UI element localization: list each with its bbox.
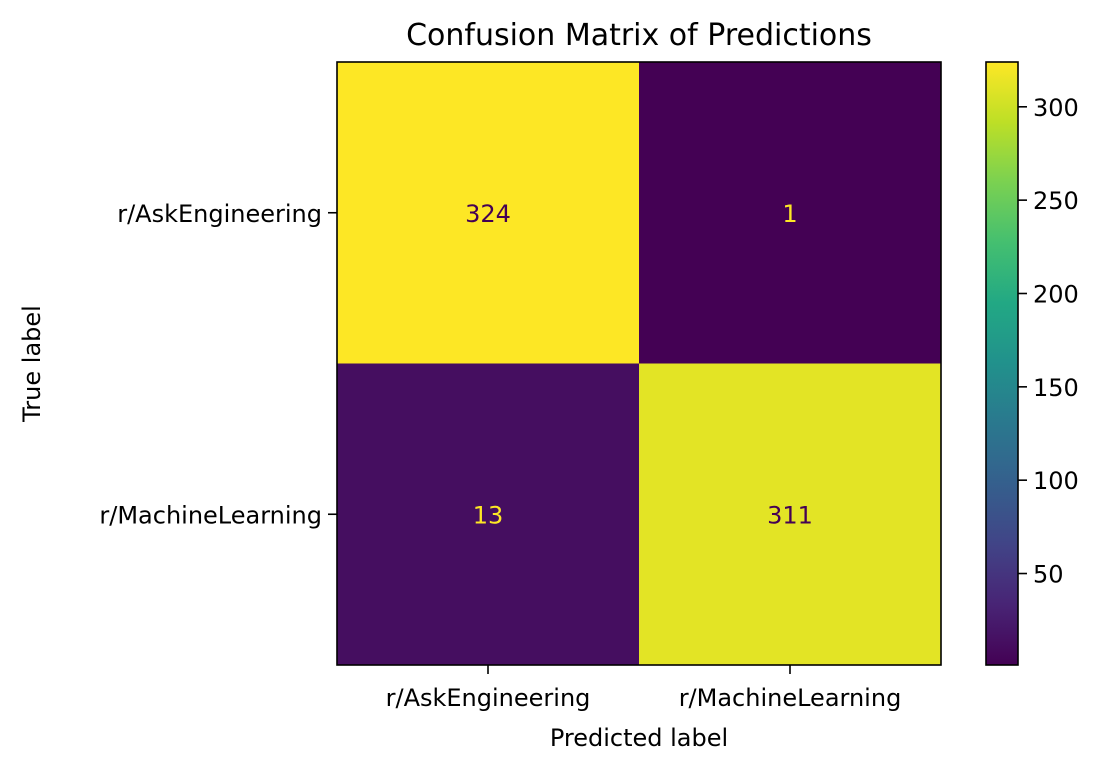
x-axis-label: Predicted label	[550, 724, 728, 752]
x-tick-label: r/MachineLearning	[679, 684, 902, 712]
heatmap-cell	[337, 363, 640, 666]
colorbar-tick-label: 250	[1033, 187, 1079, 215]
x-tick-label: r/AskEngineering	[386, 684, 591, 712]
chart-title: Confusion Matrix of Predictions	[406, 18, 872, 53]
colorbar-ticks: 50 100 150 200 250 300	[1018, 94, 1079, 589]
y-tick-label: r/AskEngineering	[117, 200, 322, 228]
colorbar-tick-label: 200	[1033, 280, 1079, 308]
colorbar-tick-label: 100	[1033, 467, 1079, 495]
cell-value-label: 324	[465, 200, 511, 228]
colorbar	[986, 62, 1018, 665]
y-axis-label: True label	[18, 305, 46, 423]
colorbar-tick-label: 300	[1033, 94, 1079, 122]
heatmap-cell	[639, 363, 942, 666]
colorbar-frame	[985, 61, 1019, 666]
y-axis-ticks: r/AskEngineering r/MachineLearning	[99, 200, 337, 529]
y-tick-label: r/MachineLearning	[99, 501, 322, 529]
heatmap-cell	[337, 62, 640, 364]
cell-value-label: 13	[473, 501, 504, 529]
heatmap-cell	[639, 62, 942, 364]
cell-value-labels: 324 1 13 311	[465, 200, 813, 530]
cell-value-label: 1	[782, 200, 797, 228]
x-axis-ticks: r/AskEngineering r/MachineLearning	[386, 665, 902, 712]
colorbar-tick-label: 150	[1033, 374, 1079, 402]
colorbar-tick-label: 50	[1033, 561, 1064, 589]
cell-value-label: 311	[767, 501, 813, 529]
plot-frame	[336, 61, 942, 666]
heatmap-cells	[337, 62, 942, 666]
